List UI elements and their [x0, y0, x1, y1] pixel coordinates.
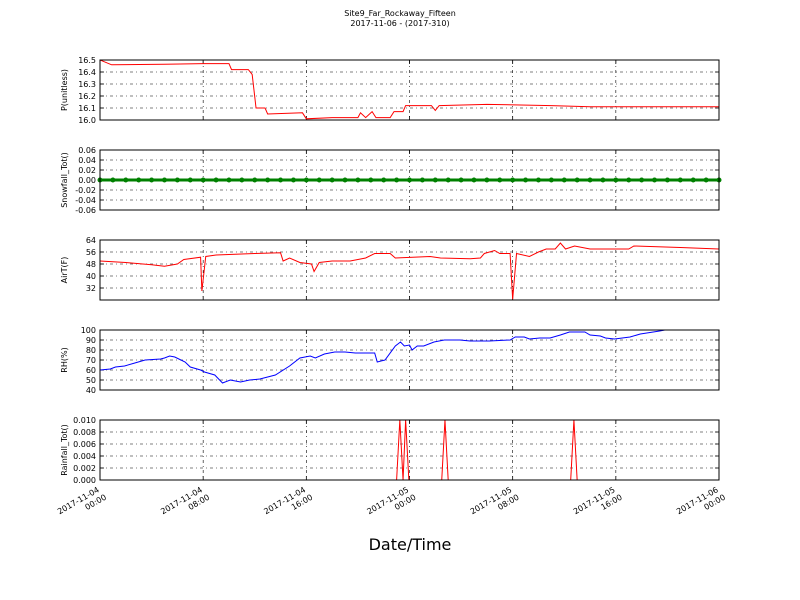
y-tick-label: 70	[86, 356, 96, 365]
y-tick-label: 0.010	[73, 416, 96, 425]
data-line	[100, 60, 719, 120]
data-marker	[342, 177, 348, 183]
y-axis-label: Rainfall_Tot()	[60, 424, 69, 476]
axes-frame	[99, 239, 720, 301]
y-tick-label: 0.02	[78, 166, 96, 175]
y-axis-label: Snowfall_Tot()	[60, 152, 69, 208]
data-marker	[213, 177, 219, 183]
data-marker	[484, 177, 490, 183]
data-marker	[664, 177, 670, 183]
subplot: 16.0 16.1 16.2 16.3 16.4 16.5 P(unitless)	[60, 56, 720, 125]
axes-frame	[99, 329, 720, 391]
data-marker	[278, 177, 284, 183]
figure-title: Site9_Far_Rockaway_Fifteen	[344, 9, 456, 18]
data-marker	[548, 177, 554, 183]
data-marker	[419, 177, 425, 183]
y-tick-label: 50	[86, 376, 96, 385]
subplot: -0.06-0.04-0.020.000.020.040.06 Snowfall_…	[60, 146, 722, 215]
data-marker	[626, 177, 632, 183]
data-marker	[187, 177, 193, 183]
data-marker	[497, 177, 503, 183]
data-marker	[587, 177, 593, 183]
y-axis-label: AirT(F)	[60, 257, 69, 284]
data-marker	[407, 177, 412, 183]
y-tick-label: 0.006	[73, 440, 96, 449]
data-marker	[174, 177, 180, 183]
y-tick-label: 80	[86, 346, 96, 355]
data-marker	[574, 177, 580, 183]
data-marker	[523, 177, 529, 183]
y-tick-label: 16.2	[78, 92, 96, 101]
y-tick-label: 100	[81, 326, 96, 335]
data-marker	[368, 177, 374, 183]
y-tick-label: 0.002	[73, 464, 96, 473]
data-marker	[239, 177, 245, 183]
data-marker	[445, 177, 451, 183]
y-tick-label: 0.00	[78, 176, 96, 185]
y-tick-label: 40	[86, 272, 96, 281]
data-marker	[252, 177, 258, 183]
data-marker	[471, 177, 477, 183]
y-tick-label: 48	[86, 260, 96, 269]
y-tick-label: 60	[86, 366, 96, 375]
data-marker	[535, 177, 541, 183]
y-tick-label: 0.000	[73, 476, 96, 485]
data-marker	[226, 177, 232, 183]
y-tick-label: 0.06	[78, 146, 96, 155]
x-axis-label: Date/Time	[369, 535, 452, 554]
y-tick-label: 16.0	[78, 116, 96, 125]
data-marker	[200, 177, 206, 183]
data-marker	[136, 177, 142, 183]
y-tick-label: 40	[86, 386, 96, 395]
data-marker	[161, 177, 167, 183]
data-marker	[290, 177, 296, 183]
data-marker	[110, 177, 116, 183]
y-tick-label: 0.008	[73, 428, 96, 437]
data-marker	[265, 177, 271, 183]
y-tick-label: 56	[86, 248, 96, 257]
y-tick-label: -0.06	[75, 206, 96, 215]
y-tick-label: 16.3	[78, 80, 96, 89]
subplot: 32 40 48 56 64 AirT(F)	[60, 236, 720, 301]
data-marker	[652, 177, 658, 183]
data-marker	[690, 177, 696, 183]
data-marker	[149, 177, 155, 183]
y-tick-label: 0.04	[78, 156, 96, 165]
y-axis-label: RH(%)	[60, 347, 69, 372]
axes-frame	[99, 59, 720, 121]
data-marker	[394, 177, 400, 183]
y-tick-label: 64	[86, 236, 96, 245]
axes-frame	[99, 419, 720, 481]
data-marker	[639, 177, 645, 183]
data-marker	[316, 177, 322, 183]
data-line	[100, 242, 719, 300]
data-marker	[329, 177, 335, 183]
data-marker	[432, 177, 438, 183]
data-line	[100, 330, 665, 384]
y-tick-label: 32	[86, 284, 96, 293]
data-marker	[677, 177, 683, 183]
y-tick-label: 16.1	[78, 104, 96, 113]
data-marker	[561, 177, 567, 183]
y-tick-label: 16.5	[78, 56, 96, 65]
data-marker	[510, 177, 516, 183]
y-tick-label: -0.04	[75, 196, 96, 205]
data-marker	[458, 177, 464, 183]
data-marker	[355, 177, 361, 183]
figure-subtitle: 2017-11-06 - (2017-310)	[350, 19, 449, 28]
data-marker	[703, 177, 709, 183]
y-tick-label: 90	[86, 336, 96, 345]
data-marker	[381, 177, 387, 183]
y-tick-label: 16.4	[78, 68, 96, 77]
data-marker	[303, 177, 309, 183]
y-tick-label: 0.004	[73, 452, 96, 461]
y-tick-label: -0.02	[75, 186, 96, 195]
data-marker	[613, 177, 619, 183]
data-marker	[123, 177, 129, 183]
data-marker	[600, 177, 606, 183]
y-axis-label: P(unitless)	[60, 69, 69, 111]
axes-frame	[99, 149, 720, 211]
